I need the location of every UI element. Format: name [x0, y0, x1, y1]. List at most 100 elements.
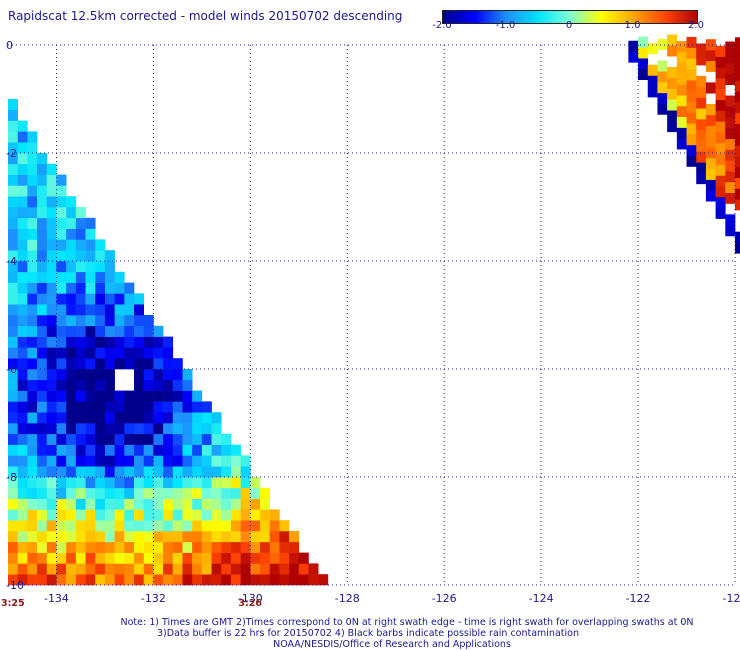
data-cell: [104, 271, 115, 283]
data-cell: [715, 207, 726, 219]
data-cell: [85, 520, 96, 532]
data-cell: [95, 239, 106, 251]
data-cell: [37, 207, 48, 219]
data-cell: [8, 207, 18, 219]
data-cell: [163, 455, 174, 467]
data-cell: [134, 520, 145, 532]
data-cell: [686, 134, 697, 146]
data-cell: [85, 293, 96, 305]
data-cell: [27, 412, 38, 424]
data-cell: [46, 379, 57, 391]
data-cell: [8, 120, 18, 132]
data-cell: [17, 466, 28, 478]
data-cell: [705, 179, 716, 191]
data-cell: [686, 90, 697, 102]
data-cell: [104, 541, 115, 553]
data-cell: [27, 142, 38, 154]
data-cell: [638, 36, 649, 48]
data-cell: [676, 62, 687, 74]
data-cell: [705, 158, 716, 170]
data-cell: [27, 250, 38, 262]
data-cell: [124, 325, 135, 337]
data-cell: [17, 455, 28, 467]
data-cell: [56, 282, 67, 294]
data-cell: [260, 487, 271, 499]
data-cell: [17, 131, 28, 143]
data-cell: [17, 423, 28, 435]
data-cell: [172, 477, 183, 489]
data-cell: [85, 423, 96, 435]
data-cell: [163, 498, 174, 510]
data-cell: [124, 315, 135, 327]
data-cell: [85, 336, 96, 348]
data-cell: [667, 120, 678, 133]
data-cell: [56, 369, 67, 381]
data-cell: [95, 455, 106, 467]
data-cell: [201, 477, 212, 489]
data-cell: [27, 347, 38, 359]
data-cell: [260, 541, 271, 553]
data-cell: [153, 358, 164, 370]
data-cell: [735, 69, 740, 81]
data-cell: [735, 199, 740, 211]
data-cell: [8, 347, 18, 359]
data-cell: [638, 68, 649, 81]
data-cell: [17, 444, 28, 456]
data-cell: [37, 531, 48, 543]
data-cell: [240, 541, 251, 553]
data-cell: [201, 466, 212, 478]
data-cell: [279, 541, 290, 553]
data-cell: [85, 455, 96, 467]
data-cell: [240, 552, 251, 564]
data-cell: [124, 520, 135, 532]
data-cell: [715, 164, 726, 176]
data-cell: [95, 563, 106, 575]
data-cell: [85, 477, 96, 489]
data-cell: [66, 347, 77, 359]
data-cell: [8, 401, 18, 413]
data-cell: [211, 552, 222, 564]
data-cell: [114, 358, 125, 370]
data-cell: [114, 336, 125, 348]
data-cell: [8, 99, 18, 111]
colorbar-tick: 0: [565, 20, 573, 31]
data-cell: [715, 142, 726, 155]
data-cell: [134, 293, 145, 305]
data-cell: [715, 99, 726, 111]
data-cell: [56, 239, 67, 251]
data-cell: [715, 45, 726, 57]
data-cell: [37, 412, 48, 424]
data-cell: [46, 293, 57, 305]
data-cell: [318, 574, 329, 586]
data-cell: [95, 250, 106, 262]
data-cell: [75, 520, 86, 532]
data-cell: [27, 574, 38, 586]
data-cell: [676, 116, 687, 128]
data-cell: [114, 390, 125, 402]
data-cell: [27, 293, 38, 305]
y-tick-label: -6: [6, 363, 17, 376]
data-cell: [56, 412, 67, 424]
data-cell: [85, 271, 96, 283]
data-cell: [66, 487, 77, 499]
data-cell: [8, 390, 18, 402]
data-cell: [46, 401, 57, 413]
data-cell: [182, 466, 193, 478]
data-cell: [134, 304, 145, 316]
data-cell: [647, 43, 658, 55]
x-tick-label: -124: [529, 592, 554, 605]
data-cell: [134, 531, 145, 543]
data-cell: [260, 509, 271, 521]
data-cell: [104, 433, 115, 445]
data-cell: [46, 196, 57, 208]
data-cell: [250, 541, 261, 553]
data-cell: [8, 282, 18, 294]
data-cell: [134, 574, 145, 586]
data-cell: [85, 315, 96, 327]
data-cell: [230, 541, 241, 553]
data-cell: [37, 455, 48, 467]
data-cell: [124, 552, 135, 564]
data-cell: [201, 541, 212, 553]
data-cell: [46, 325, 57, 337]
data-cell: [8, 142, 18, 154]
